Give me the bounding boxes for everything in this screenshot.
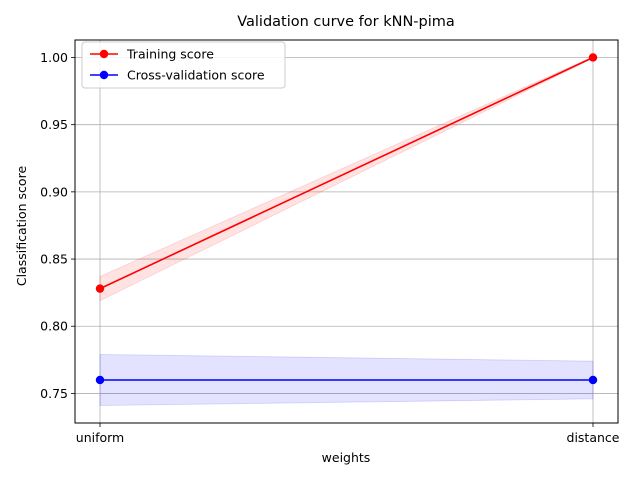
point-series-1	[588, 375, 598, 385]
y-tick-label: 1.00	[40, 50, 68, 65]
legend-marker-0	[99, 49, 109, 59]
x-axis-label: weights	[322, 450, 371, 465]
y-tick-label: 0.95	[40, 117, 68, 132]
band-series-0	[99, 56, 594, 302]
plot-frame	[74, 39, 619, 424]
x-tick-label: distance	[567, 430, 620, 445]
series-lines	[99, 56, 594, 381]
point-series-1	[95, 375, 105, 385]
line-series-0	[99, 56, 594, 290]
x-tick-label: uniform	[76, 430, 124, 445]
legend-label-1: Cross-validation score	[127, 68, 265, 83]
legend-label-0: Training score	[126, 47, 214, 62]
legend-marker-1	[99, 70, 109, 80]
legend-box	[81, 41, 286, 89]
y-tick-label: 0.80	[40, 319, 68, 334]
point-series-0	[95, 284, 105, 293]
series-points	[95, 53, 598, 385]
axis-ticks: uniform distance 0.75 0.80 0.85 0.90 0.95 1.00	[40, 50, 620, 445]
y-tick-label: 0.90	[40, 184, 68, 199]
y-tick-label: 0.85	[40, 252, 68, 267]
y-axis-label: Classification score	[14, 166, 29, 287]
y-tick-label: 0.75	[40, 386, 68, 401]
point-series-0	[588, 53, 598, 62]
confidence-bands	[99, 56, 594, 406]
chart-title: Validation curve for kNN-pima	[237, 14, 455, 30]
legend: Training score Cross-validation score	[81, 41, 286, 89]
grid-layer	[75, 40, 618, 423]
